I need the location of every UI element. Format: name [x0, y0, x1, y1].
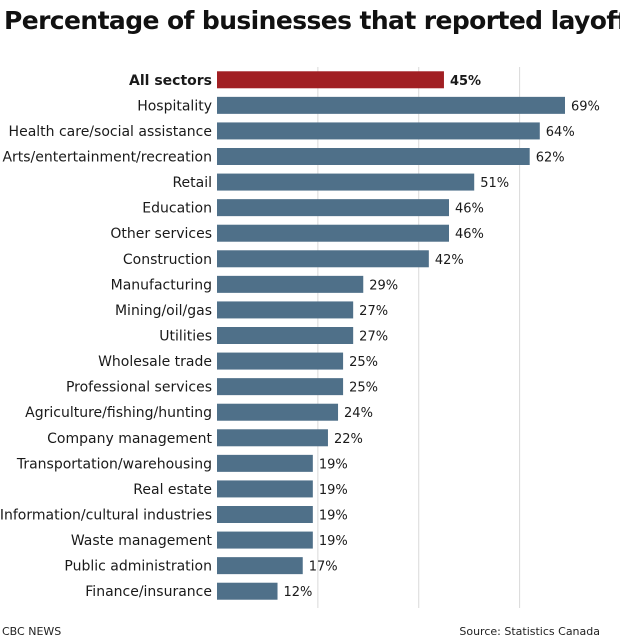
value-label: 17%: [309, 560, 338, 575]
bar: [217, 301, 354, 319]
bar: [217, 403, 339, 421]
category-label: Mining/oil/gas: [115, 303, 212, 319]
value-label: 69%: [571, 99, 600, 114]
source-label: Source: Statistics Canada: [459, 625, 600, 638]
category-label: Public administration: [64, 559, 212, 575]
value-label: 46%: [455, 202, 484, 217]
value-label: 22%: [334, 432, 363, 447]
bar: [217, 148, 530, 165]
bar: [217, 199, 449, 217]
category-label: Other services: [110, 226, 212, 242]
bar: [217, 506, 313, 523]
bar: [217, 96, 565, 114]
category-label: Health care/social assistance: [9, 124, 212, 140]
value-label: 19%: [319, 483, 348, 498]
value-label: 19%: [319, 509, 348, 524]
bar: [217, 327, 354, 344]
value-label: 45%: [450, 74, 481, 89]
bar: [217, 378, 344, 396]
bar: [217, 429, 328, 447]
value-label: 25%: [349, 355, 378, 370]
category-label: Company management: [47, 431, 212, 447]
value-label: 12%: [284, 585, 313, 600]
bar: [217, 582, 278, 600]
bar: [217, 352, 344, 370]
category-label: Utilities: [159, 329, 212, 345]
category-label: Finance/insurance: [85, 584, 212, 600]
bar: [217, 71, 444, 89]
category-label: Professional services: [66, 380, 212, 396]
category-label: Arts/entertainment/recreation: [2, 150, 212, 166]
category-label: Information/cultural industries: [0, 508, 212, 524]
bar: [217, 250, 429, 268]
value-label: 64%: [546, 125, 575, 140]
value-label: 24%: [344, 406, 373, 421]
value-label: 51%: [480, 176, 509, 191]
category-label: Hospitality: [137, 98, 212, 114]
value-label: 29%: [369, 278, 398, 293]
bar: [217, 454, 313, 472]
category-label: Real estate: [133, 482, 212, 498]
value-label: 62%: [536, 151, 565, 166]
bar: [217, 122, 540, 140]
category-label: Wholesale trade: [98, 354, 212, 370]
category-label: Transportation/warehousing: [16, 456, 212, 472]
category-label: Waste management: [71, 533, 213, 549]
chart-title: Percentage of businesses that reported l…: [4, 6, 620, 35]
category-label: Retail: [172, 175, 212, 191]
category-label: Agriculture/fishing/hunting: [25, 405, 212, 421]
category-label: Education: [142, 201, 212, 217]
value-label: 27%: [359, 330, 388, 345]
value-label: 46%: [455, 227, 484, 242]
value-label: 25%: [349, 381, 378, 396]
bar: [217, 531, 313, 549]
bar: [217, 173, 475, 191]
bar: [217, 224, 449, 242]
value-label: 27%: [359, 304, 388, 319]
category-label: All sectors: [129, 73, 212, 89]
value-label: 19%: [319, 534, 348, 549]
credit-label: CBC NEWS: [2, 625, 62, 638]
value-label: 19%: [319, 457, 348, 472]
value-label: 42%: [435, 253, 464, 268]
bar: [217, 480, 313, 498]
category-label: Manufacturing: [111, 277, 212, 293]
bar: [217, 557, 303, 575]
bar: [217, 275, 364, 293]
category-label: Construction: [123, 252, 212, 268]
